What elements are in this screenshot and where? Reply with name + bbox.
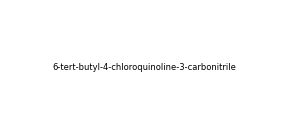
Text: 6-tert-butyl-4-chloroquinoline-3-carbonitrile: 6-tert-butyl-4-chloroquinoline-3-carboni…	[52, 64, 236, 72]
